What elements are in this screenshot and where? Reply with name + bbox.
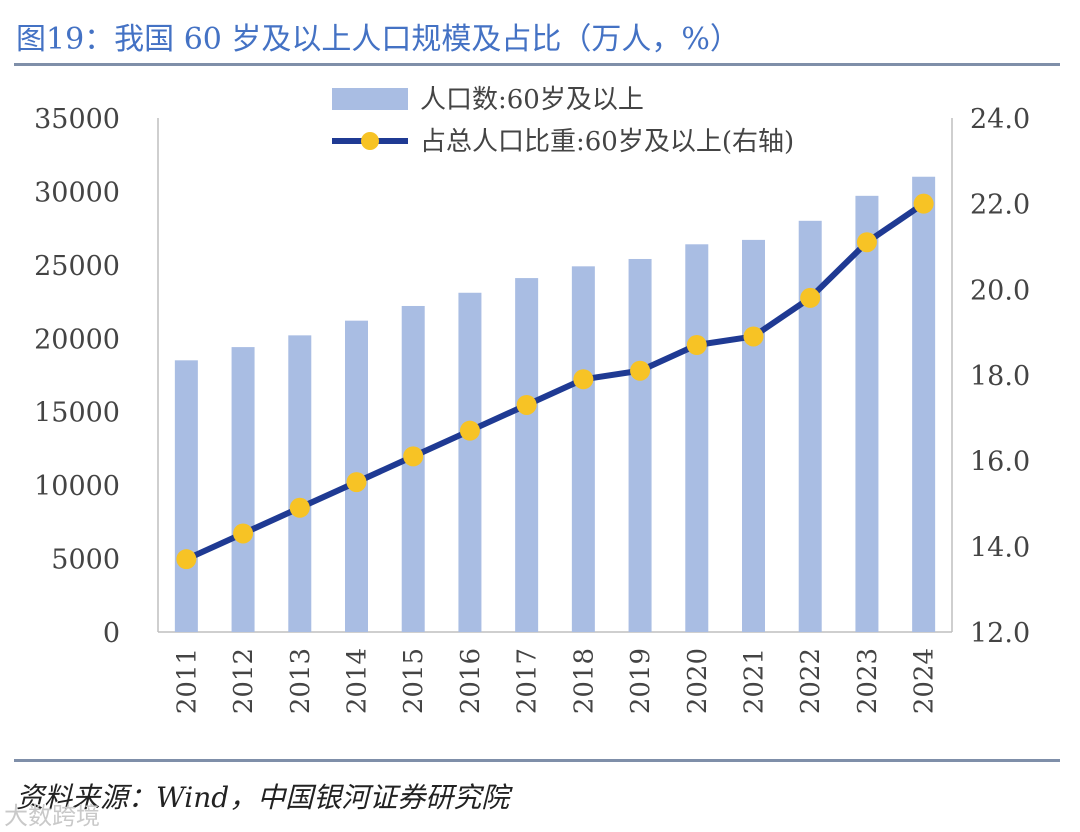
x-tick-label: 2016 — [456, 648, 486, 714]
figure-title: 图19：我国 60 岁及以上人口规模及占比（万人，%） — [16, 22, 740, 57]
left-tick-label: 20000 — [34, 324, 120, 355]
bar — [855, 195, 879, 632]
line-point — [176, 549, 197, 570]
right-tick-label: 14.0 — [970, 532, 1030, 563]
x-tick-label: 2024 — [910, 648, 940, 714]
combo-chart: 0 5000 10000 15000 20000 25000 30000 35000 12.0… — [34, 85, 1030, 714]
left-tick-label: 35000 — [34, 104, 120, 135]
x-tick-label: 2015 — [399, 648, 429, 714]
x-tick-label: 2020 — [683, 648, 713, 714]
legend-bar-swatch — [332, 88, 408, 110]
watermark: 大数跨境 — [4, 802, 100, 830]
line-point — [573, 369, 594, 390]
left-tick-label: 25000 — [34, 251, 120, 282]
left-tick-label: 0 — [103, 618, 120, 649]
line-point — [630, 360, 651, 381]
left-tick-label: 10000 — [34, 471, 120, 502]
x-tick-label: 2018 — [569, 648, 599, 714]
line-point — [686, 335, 707, 356]
bar — [685, 244, 709, 632]
x-tick-label: 2022 — [796, 648, 826, 714]
legend-line-label: 占总人口比重:60岁及以上(右轴) — [420, 127, 794, 157]
legend-bar-label: 人口数:60岁及以上 — [420, 85, 644, 115]
left-tick-label: 5000 — [51, 545, 120, 576]
line-point — [403, 446, 424, 467]
bar — [912, 176, 936, 632]
right-tick-label: 24.0 — [970, 104, 1030, 135]
line-point — [289, 497, 310, 518]
x-tick-label: 2019 — [626, 648, 656, 714]
line-series — [176, 193, 934, 570]
line-point — [346, 472, 367, 493]
x-tick-label: 2021 — [740, 648, 770, 714]
bar — [231, 347, 255, 632]
x-axis: 2011 2012 2013 2014 2015 2016 2017 2018 2019 2020… — [172, 648, 939, 714]
x-tick-label: 2014 — [343, 648, 373, 714]
bar — [628, 258, 652, 632]
legend: 人口数:60岁及以上 占总人口比重:60岁及以上(右轴) — [332, 85, 794, 157]
x-tick-label: 2023 — [853, 648, 883, 714]
right-tick-label: 22.0 — [970, 190, 1030, 221]
right-axis: 12.0 14.0 16.0 18.0 20.0 22.0 24.0 — [951, 104, 1030, 649]
x-tick-label: 2013 — [286, 648, 316, 714]
bar — [571, 266, 595, 632]
bar — [288, 335, 312, 632]
right-tick-label: 18.0 — [970, 361, 1030, 392]
line-point — [913, 193, 934, 214]
bar-series — [174, 176, 936, 633]
bar — [174, 360, 198, 632]
source-note: 资料来源：Wind，中国银河证券研究院 — [16, 781, 510, 814]
bar — [515, 278, 539, 632]
bar — [458, 292, 482, 632]
x-tick-label: 2017 — [513, 648, 543, 714]
line-point — [233, 523, 254, 544]
x-tick-label: 2011 — [172, 648, 202, 714]
right-tick-label: 20.0 — [970, 275, 1030, 306]
right-tick-label: 12.0 — [970, 618, 1030, 649]
line-point — [800, 287, 821, 308]
left-tick-label: 15000 — [34, 398, 120, 429]
line-point — [743, 326, 764, 347]
line-point — [459, 420, 480, 441]
bar — [798, 220, 822, 633]
top-rule — [14, 63, 1060, 66]
bottom-rule — [14, 759, 1060, 762]
line-point — [856, 232, 877, 253]
left-tick-label: 30000 — [34, 177, 120, 208]
x-tick-label: 2012 — [229, 648, 259, 714]
right-tick-label: 16.0 — [970, 447, 1030, 478]
line-point — [516, 394, 537, 415]
bar — [401, 305, 425, 632]
bar — [742, 239, 765, 633]
legend-line-marker — [361, 132, 379, 150]
line-path — [185, 201, 926, 562]
